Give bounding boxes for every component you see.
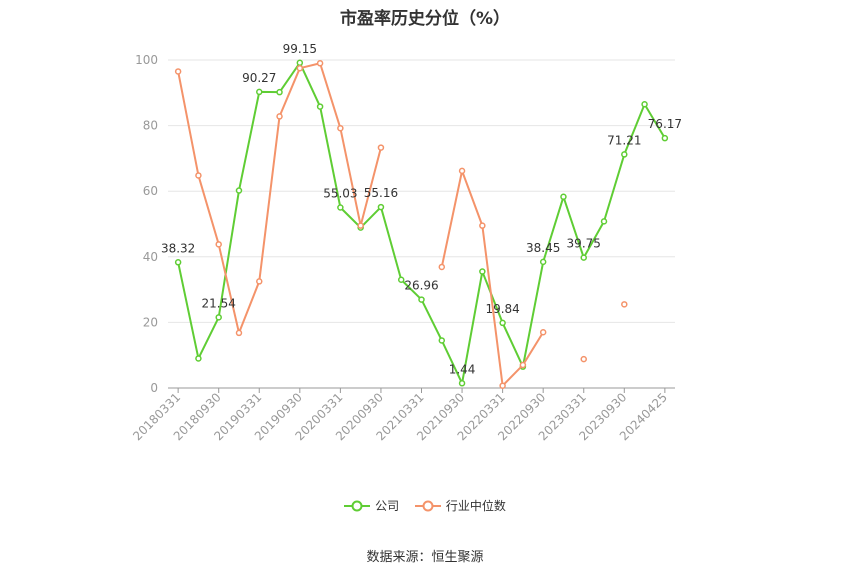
y-tick-label: 80 xyxy=(143,119,158,133)
industry-median-point xyxy=(621,301,628,308)
data-label: 26.96 xyxy=(404,279,438,293)
y-tick-label: 0 xyxy=(150,381,158,395)
legend-industry-median-label: 行业中位数 xyxy=(445,499,506,513)
y-tick-label: 40 xyxy=(143,250,158,264)
data-label: 99.15 xyxy=(283,42,317,56)
data-label: 90.27 xyxy=(242,71,276,85)
industry-median-point xyxy=(256,278,263,285)
chart-title: 市盈率历史分位（%） xyxy=(339,9,511,29)
industry-median-point xyxy=(377,144,385,151)
company-point xyxy=(621,151,628,158)
data-label: 19.84 xyxy=(485,302,519,316)
company-point xyxy=(174,259,182,266)
company-point xyxy=(661,134,669,142)
legend-company-icon xyxy=(344,500,371,511)
legend: 公司 行业中位数 xyxy=(0,497,850,516)
company-point xyxy=(418,296,425,303)
legend-company-label: 公司 xyxy=(375,499,400,513)
industry-median-point xyxy=(337,124,344,132)
data-label: 21.54 xyxy=(202,296,236,310)
industry-median-point xyxy=(215,241,222,248)
company-point xyxy=(195,355,202,362)
company-point xyxy=(458,380,466,387)
data-labels: 38.32 21.54 90.27 99.15 55.03 55.16 26.96 1.44 1… xyxy=(161,42,682,376)
industry-median-point xyxy=(479,222,486,229)
company-point xyxy=(479,268,486,275)
data-label: 71.21 xyxy=(607,133,641,147)
industry-median-line xyxy=(440,169,545,387)
industry-median-point xyxy=(174,68,182,75)
company-point xyxy=(337,204,344,211)
industry-median-point xyxy=(357,222,364,229)
series-lines xyxy=(174,59,669,389)
industry-median-point xyxy=(195,172,202,179)
industry-median-point xyxy=(458,167,466,175)
data-label: 55.03 xyxy=(323,187,357,201)
data-label: 38.45 xyxy=(526,241,560,255)
y-tick-label: 20 xyxy=(143,315,158,329)
data-label: 38.32 xyxy=(161,241,195,255)
company-point xyxy=(235,187,243,194)
industry-median-point xyxy=(316,60,324,67)
company-point xyxy=(600,218,608,225)
company-point xyxy=(560,193,567,201)
data-source: 数据来源：恒生聚源 xyxy=(366,550,484,565)
y-tick-label: 60 xyxy=(143,184,158,198)
data-label: 76.17 xyxy=(648,117,682,131)
legend-industry-median-icon xyxy=(414,500,441,511)
data-label: 55.16 xyxy=(364,186,398,200)
legend-item-company[interactable]: 公司 xyxy=(344,497,399,514)
industry-median-point xyxy=(539,328,547,336)
company-point xyxy=(580,254,587,261)
industry-median-point xyxy=(499,382,506,389)
industry-median-point xyxy=(296,64,304,72)
company-point xyxy=(539,258,547,266)
company-point xyxy=(641,101,648,108)
y-tick-label: 100 xyxy=(135,53,158,67)
data-label: 1.44 xyxy=(449,362,476,376)
company-point xyxy=(397,276,405,284)
company-line xyxy=(177,61,666,385)
industry-median-point xyxy=(276,113,283,120)
company-point xyxy=(377,203,385,211)
company-point xyxy=(296,59,304,67)
industry-median-point xyxy=(519,361,527,369)
industry-median-point xyxy=(438,263,446,271)
data-label: 39.75 xyxy=(567,237,601,251)
company-point xyxy=(438,337,446,344)
grid-lines xyxy=(168,59,675,323)
company-point xyxy=(276,88,283,96)
industry-median-point xyxy=(580,355,587,363)
legend-item-industry-median[interactable]: 行业中位数 xyxy=(414,497,506,514)
company-point xyxy=(316,103,324,110)
company-point xyxy=(256,88,263,96)
company-point xyxy=(499,319,506,327)
industry-median-point xyxy=(235,329,243,337)
company-point xyxy=(215,314,222,321)
